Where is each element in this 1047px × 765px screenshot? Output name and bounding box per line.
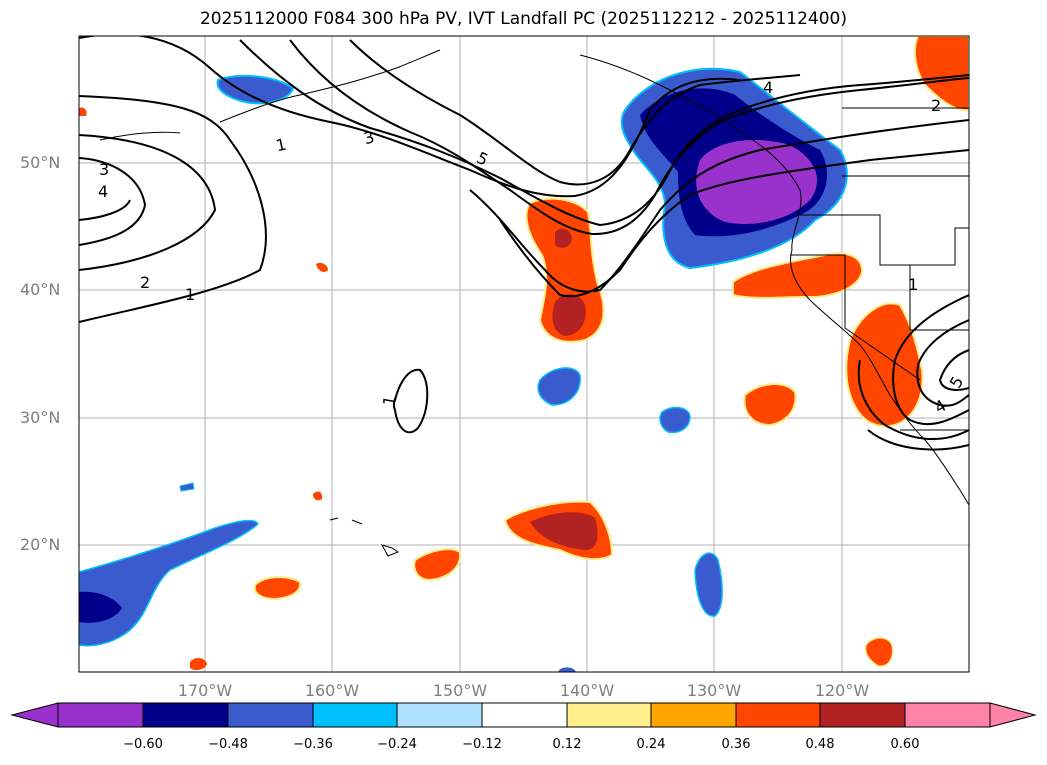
colorbar-tick-label: −0.60	[123, 737, 163, 752]
lat-label: 30°N	[20, 408, 61, 427]
map-frame	[78, 35, 970, 673]
gridlines	[79, 36, 969, 672]
coastlines	[99, 49, 969, 557]
colorbar-segment	[57, 702, 144, 728]
contour-label: 3	[99, 160, 109, 179]
colorbar-segment	[650, 702, 737, 728]
colorbar	[10, 702, 1037, 728]
negative-anomaly-fills	[79, 67, 848, 672]
colorbar-segment	[904, 702, 991, 728]
colorbar-segment	[312, 702, 398, 728]
lat-label: 40°N	[20, 280, 61, 299]
colorbar-tick-label: −0.12	[462, 737, 502, 752]
colorbar-segment	[142, 702, 229, 728]
lon-label: 130°W	[686, 681, 742, 700]
contour-labels: 1 3 5 3 4 2 1 4 2 1 5 4 1	[98, 78, 967, 417]
lon-label: 160°W	[304, 681, 360, 700]
positive-anomaly-fills	[79, 36, 969, 671]
map-title: 2025112000 F084 300 hPa PV, IVT Landfall…	[199, 9, 847, 29]
colorbar-tick-label: −0.48	[208, 737, 248, 752]
colorbar-segment	[735, 702, 821, 728]
colorbar-tick-label: −0.24	[377, 737, 417, 752]
colorbar-under-arrow	[10, 702, 59, 728]
contour-label: 1	[379, 394, 399, 407]
contour-label: 2	[931, 96, 941, 115]
colorbar-tick-label: 0.12	[552, 737, 582, 752]
lat-label: 50°N	[20, 153, 61, 172]
colorbar-tick-label: 0.36	[721, 737, 751, 752]
colorbar-segment	[819, 702, 906, 728]
contour-label: 2	[140, 273, 150, 292]
colorbar-tick-label: 0.24	[636, 737, 666, 752]
colorbar-tick-label: 0.60	[890, 737, 920, 752]
colorbar-segment	[481, 702, 568, 728]
colorbar-segment	[227, 702, 314, 728]
contour-label: 4	[763, 78, 773, 97]
lon-label: 170°W	[177, 681, 233, 700]
lon-label: 120°W	[814, 681, 870, 700]
contour-label: 5	[474, 148, 491, 170]
contour-label: 1	[185, 285, 195, 304]
colorbar-tick-label: 0.48	[805, 737, 835, 752]
colorbar-tick-label: −0.36	[293, 737, 333, 752]
contour-label: 3	[362, 127, 377, 148]
colorbar-segment	[566, 702, 652, 728]
colorbar-segment	[396, 702, 483, 728]
lat-label: 20°N	[20, 535, 61, 554]
contour-label: 4	[98, 182, 108, 201]
contour-label: 1	[908, 275, 918, 294]
pv-contours	[79, 36, 969, 451]
contour-label: 1	[274, 135, 288, 156]
colorbar-over-arrow	[989, 702, 1037, 728]
lon-label: 150°W	[432, 681, 488, 700]
lon-label: 140°W	[559, 681, 615, 700]
